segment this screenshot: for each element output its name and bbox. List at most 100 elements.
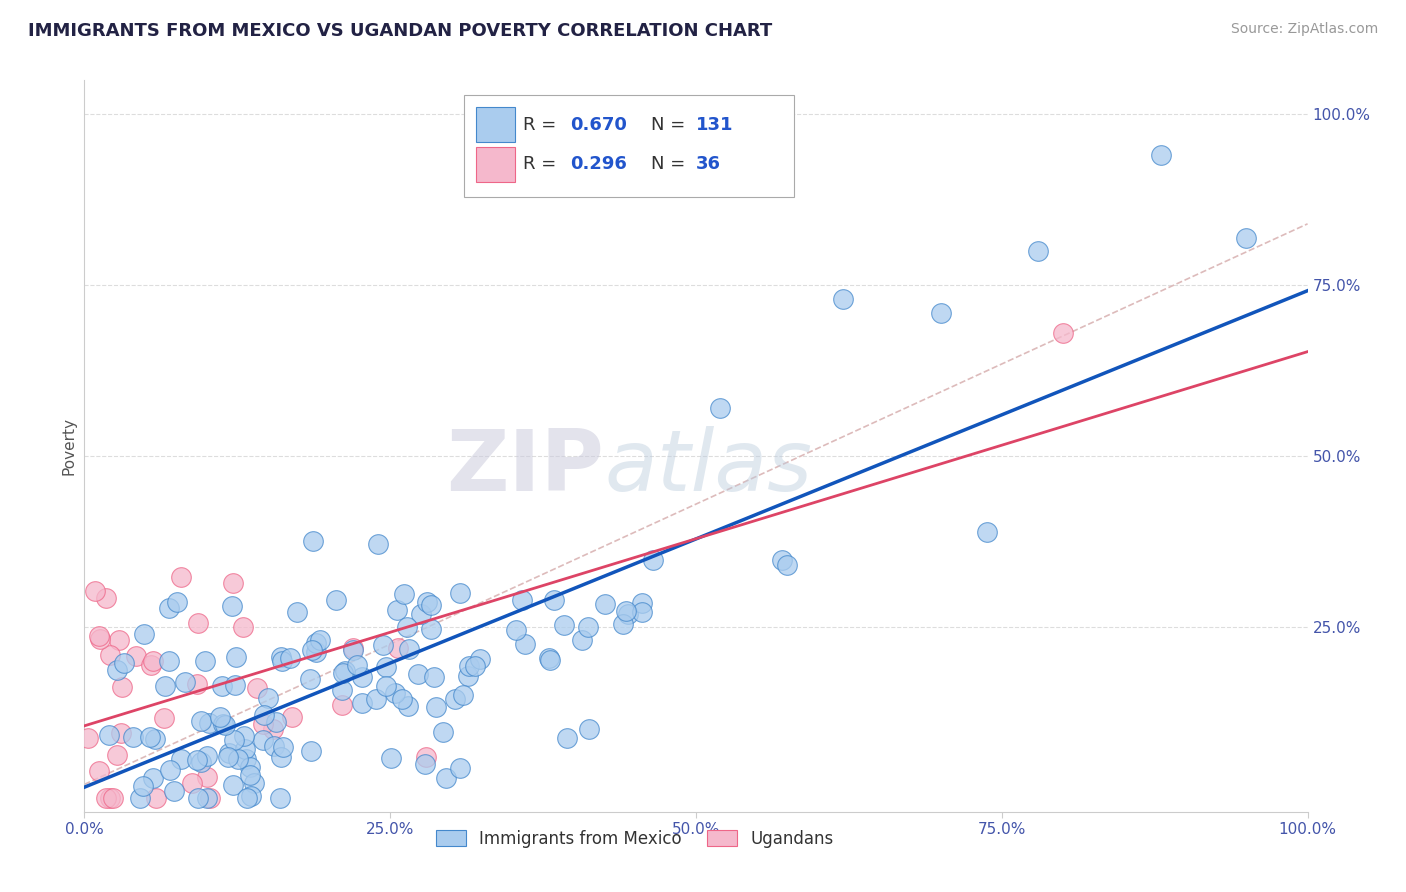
Point	[187, 616, 209, 631]
Point	[190, 755, 212, 769]
Point	[332, 665, 354, 680]
Point	[87, 764, 110, 778]
Point	[112, 656, 135, 670]
FancyBboxPatch shape	[464, 95, 794, 197]
Point	[335, 664, 357, 678]
Point	[98, 728, 121, 742]
Point	[270, 649, 292, 664]
Point	[195, 749, 218, 764]
Point	[374, 679, 396, 693]
Point	[1150, 148, 1173, 162]
Text: atlas: atlas	[605, 426, 813, 509]
Text: R =: R =	[523, 116, 562, 134]
Text: ZIP: ZIP	[447, 426, 605, 509]
Point	[226, 752, 249, 766]
Point	[281, 710, 304, 724]
Point	[271, 740, 294, 755]
Point	[157, 655, 180, 669]
Point	[173, 675, 195, 690]
Point	[976, 524, 998, 539]
Point	[180, 776, 202, 790]
Point	[190, 714, 212, 728]
Point	[169, 752, 191, 766]
Point	[641, 553, 664, 567]
Point	[224, 733, 246, 747]
Point	[128, 791, 150, 805]
Point	[395, 620, 418, 634]
Point	[457, 669, 479, 683]
Point	[444, 692, 467, 706]
Point	[242, 776, 264, 790]
Point	[537, 650, 560, 665]
Point	[94, 791, 117, 805]
Point	[396, 698, 419, 713]
Point	[83, 583, 105, 598]
Point	[352, 670, 374, 684]
Point	[240, 789, 263, 803]
Point	[287, 605, 309, 619]
Point	[198, 791, 221, 805]
Point	[299, 673, 322, 687]
Point	[217, 749, 239, 764]
Point	[1052, 326, 1074, 341]
Point	[384, 686, 406, 700]
Point	[309, 632, 332, 647]
Point	[538, 653, 561, 667]
Point	[413, 756, 436, 771]
Point	[143, 732, 166, 747]
Point	[342, 640, 364, 655]
Point	[125, 648, 148, 663]
Point	[457, 658, 479, 673]
Point	[209, 710, 232, 724]
Point	[89, 632, 111, 647]
Point	[709, 401, 731, 416]
Point	[330, 698, 353, 712]
Point	[262, 722, 284, 736]
Point	[89, 629, 111, 643]
Text: N =: N =	[651, 155, 690, 173]
Point	[257, 691, 280, 706]
Text: R =: R =	[523, 155, 562, 173]
Point	[141, 658, 163, 673]
Point	[139, 731, 162, 745]
Text: 131: 131	[696, 116, 734, 134]
Point	[302, 534, 325, 549]
Point	[224, 678, 246, 692]
Point	[416, 595, 439, 609]
Point	[252, 732, 274, 747]
Point	[929, 306, 952, 320]
Point	[263, 739, 285, 753]
Point	[325, 593, 347, 607]
Point	[571, 632, 593, 647]
Point	[449, 586, 471, 600]
Point	[380, 751, 402, 765]
Point	[98, 648, 121, 662]
Point	[505, 623, 527, 637]
Text: 0.670: 0.670	[569, 116, 627, 134]
Point	[94, 591, 117, 605]
Point	[299, 743, 322, 757]
Point	[1236, 230, 1258, 244]
Point	[105, 664, 128, 678]
Point	[415, 750, 437, 764]
Point	[553, 617, 575, 632]
Point	[233, 741, 256, 756]
Point	[108, 632, 131, 647]
Point	[100, 791, 122, 805]
Point	[157, 601, 180, 615]
Point	[305, 645, 328, 659]
Point	[468, 652, 491, 666]
Point	[510, 592, 533, 607]
Text: N =: N =	[651, 116, 690, 134]
Point	[110, 726, 132, 740]
Point	[239, 760, 262, 774]
Point	[614, 604, 637, 618]
Point	[105, 747, 128, 762]
Point	[111, 680, 134, 694]
Point	[449, 761, 471, 775]
Point	[270, 749, 292, 764]
Point	[132, 779, 155, 793]
Point	[186, 753, 208, 767]
Point	[233, 729, 256, 743]
Point	[246, 681, 269, 695]
